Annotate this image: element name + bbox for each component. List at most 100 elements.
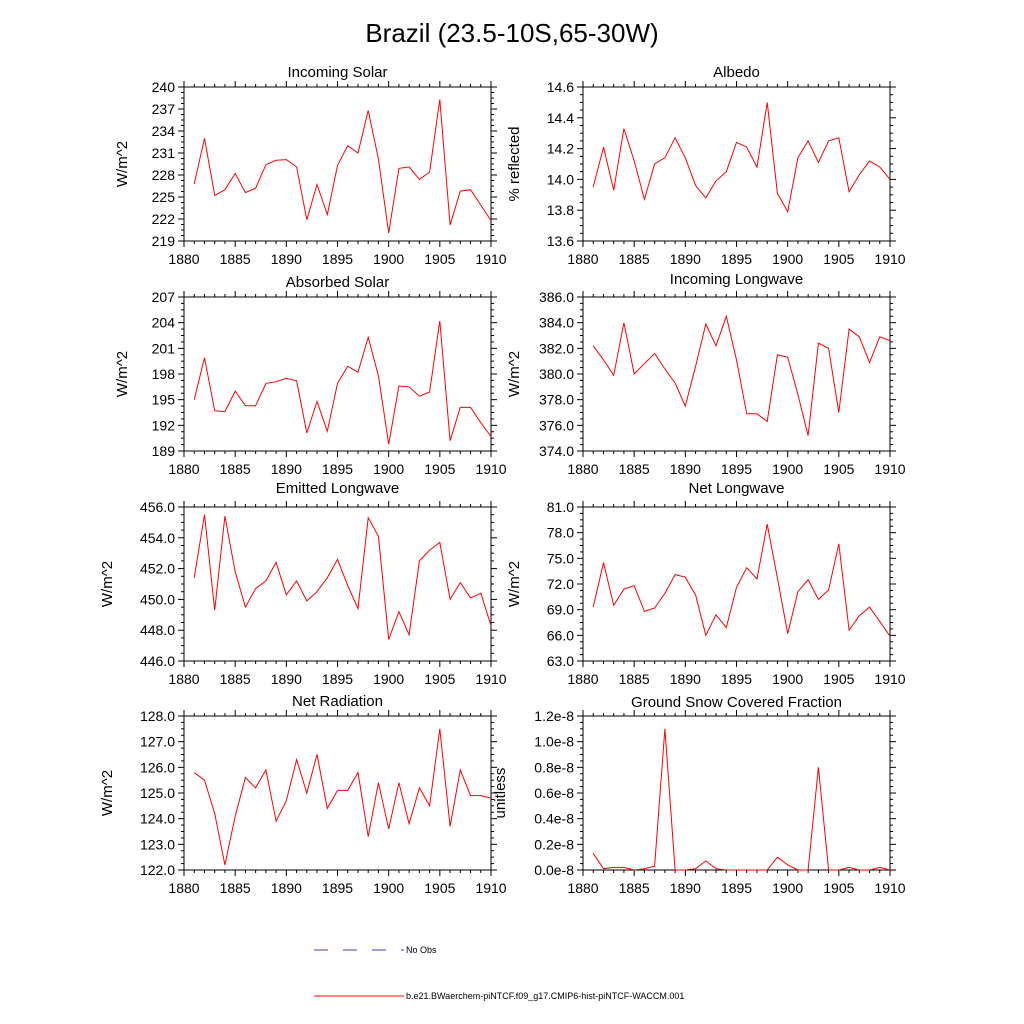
y-tick-label: 14.0 bbox=[547, 171, 574, 187]
y-tick-label: 14.4 bbox=[547, 110, 574, 126]
chart-panel-4: Emitted Longwave W/m^2 446.0 448.0 450.0 452.… bbox=[99, 480, 507, 687]
y-tick-label: 14.2 bbox=[547, 141, 574, 157]
x-tick-label: 1910 bbox=[874, 461, 905, 477]
x-tick-label: 1890 bbox=[271, 880, 302, 896]
x-tick-label: 1905 bbox=[823, 461, 854, 477]
panel-title: Net Radiation bbox=[292, 693, 383, 710]
x-tick-label: 1905 bbox=[823, 880, 854, 896]
x-tick-label: 1880 bbox=[168, 671, 199, 687]
y-axis-label: W/m^2 bbox=[99, 770, 116, 816]
y-axis-label: % reflected bbox=[506, 126, 523, 201]
panel-title: Ground Snow Covered Fraction bbox=[631, 694, 842, 711]
plot-frame bbox=[582, 715, 891, 871]
y-tick-label: 195 bbox=[152, 392, 176, 408]
panels-group: Incoming Solar W/m^2 219 222 225 228 231 234 237… bbox=[99, 64, 906, 896]
y-tick-label: 219 bbox=[152, 233, 176, 249]
x-tick-label: 1905 bbox=[823, 251, 854, 267]
y-tick-label: 228 bbox=[152, 167, 176, 183]
x-tick-label: 1910 bbox=[874, 671, 905, 687]
series-line-0 bbox=[193, 99, 492, 233]
panel-title: Net Longwave bbox=[689, 480, 785, 497]
x-tick-label: 1900 bbox=[772, 671, 803, 687]
series-line-0 bbox=[592, 728, 891, 871]
y-tick-label: 382.0 bbox=[539, 340, 574, 356]
y-tick-label: 124.0 bbox=[140, 811, 175, 827]
x-tick-label: 1880 bbox=[567, 251, 598, 267]
y-tick-label: 231 bbox=[152, 145, 176, 161]
x-tick-label: 1905 bbox=[424, 461, 455, 477]
figure-title: Brazil (23.5-10S,65-30W) bbox=[365, 18, 658, 48]
x-tick-label: 1895 bbox=[721, 880, 752, 896]
y-tick-label: 204 bbox=[152, 315, 176, 331]
x-tick-label: 1895 bbox=[721, 251, 752, 267]
series-line-0 bbox=[592, 524, 891, 637]
x-tick-label: 1885 bbox=[619, 251, 650, 267]
panel-title: Incoming Solar bbox=[287, 64, 387, 81]
plot-frame bbox=[183, 506, 492, 662]
y-tick-label: 78.0 bbox=[547, 525, 574, 541]
chart-panel-0: Incoming Solar W/m^2 219 222 225 228 231 234 237… bbox=[114, 64, 507, 267]
x-tick-label: 1910 bbox=[475, 671, 506, 687]
series-line-0 bbox=[193, 514, 492, 640]
y-tick-label: 0.2e-8 bbox=[534, 836, 574, 852]
y-tick-label: 127.0 bbox=[140, 734, 175, 750]
x-tick-label: 1910 bbox=[475, 251, 506, 267]
chart-panel-2: Absorbed Solar W/m^2 189 192 195 198 201 204 207… bbox=[114, 274, 507, 477]
x-tick-label: 1895 bbox=[721, 671, 752, 687]
x-tick-label: 1890 bbox=[670, 671, 701, 687]
y-tick-label: 207 bbox=[152, 289, 176, 305]
x-tick-label: 1895 bbox=[322, 251, 353, 267]
series-line-0 bbox=[592, 102, 891, 214]
x-tick-label: 1890 bbox=[271, 461, 302, 477]
x-tick-label: 1900 bbox=[373, 251, 404, 267]
y-tick-label: 189 bbox=[152, 443, 176, 459]
x-tick-label: 1880 bbox=[168, 251, 199, 267]
x-tick-label: 1895 bbox=[322, 461, 353, 477]
x-tick-label: 1885 bbox=[220, 880, 251, 896]
y-tick-label: 14.6 bbox=[547, 79, 574, 95]
x-tick-label: 1885 bbox=[220, 251, 251, 267]
y-tick-label: 222 bbox=[152, 211, 176, 227]
y-tick-label: 198 bbox=[152, 366, 176, 382]
x-tick-label: 1900 bbox=[373, 461, 404, 477]
x-tick-label: 1905 bbox=[424, 880, 455, 896]
y-tick-label: 0.0e-8 bbox=[534, 862, 574, 878]
y-tick-label: 448.0 bbox=[140, 622, 175, 638]
x-tick-label: 1900 bbox=[373, 880, 404, 896]
y-tick-label: 69.0 bbox=[547, 602, 574, 618]
y-tick-label: 1.0e-8 bbox=[534, 734, 574, 750]
y-tick-label: 63.0 bbox=[547, 653, 574, 669]
y-tick-label: 384.0 bbox=[539, 315, 574, 331]
y-axis-label: W/m^2 bbox=[114, 141, 131, 187]
y-tick-label: 454.0 bbox=[140, 530, 175, 546]
x-tick-label: 1890 bbox=[670, 461, 701, 477]
y-tick-label: 450.0 bbox=[140, 591, 175, 607]
x-tick-label: 1895 bbox=[322, 671, 353, 687]
y-tick-label: 72.0 bbox=[547, 576, 574, 592]
x-tick-label: 1880 bbox=[567, 880, 598, 896]
y-axis-label: W/m^2 bbox=[99, 561, 116, 607]
panel-title: Emitted Longwave bbox=[276, 480, 399, 497]
x-tick-label: 1885 bbox=[619, 671, 650, 687]
chart-panel-1: Albedo % reflected 13.6 13.8 14.0 14.2 14.4 14.… bbox=[506, 64, 906, 267]
y-tick-label: 66.0 bbox=[547, 627, 574, 643]
y-tick-label: 237 bbox=[152, 101, 176, 117]
y-tick-label: 386.0 bbox=[539, 289, 574, 305]
legend-obs-label: No Obs bbox=[406, 945, 437, 955]
chart-panel-5: Net Longwave W/m^2 63.0 66.0 69.0 72.0 75.0 78.… bbox=[506, 480, 906, 687]
legend-model-label: b.e21.BWaerchem-piNTCF.f09_g17.CMIP6-his… bbox=[406, 991, 684, 1001]
y-tick-label: 380.0 bbox=[539, 366, 574, 382]
x-tick-label: 1885 bbox=[619, 461, 650, 477]
y-tick-label: 1.2e-8 bbox=[534, 708, 574, 724]
chart-panel-7: Ground Snow Covered Fraction unitless 0.0e… bbox=[492, 694, 906, 896]
y-tick-label: 81.0 bbox=[547, 499, 574, 515]
y-tick-label: 374.0 bbox=[539, 443, 574, 459]
y-tick-label: 128.0 bbox=[140, 708, 175, 724]
y-tick-label: 240 bbox=[152, 79, 176, 95]
x-tick-label: 1900 bbox=[373, 671, 404, 687]
chart-panel-3: Incoming Longwave W/m^2 374.0 376.0 378.0 380… bbox=[506, 271, 906, 477]
x-tick-label: 1910 bbox=[874, 251, 905, 267]
x-tick-label: 1885 bbox=[220, 671, 251, 687]
x-tick-label: 1900 bbox=[772, 461, 803, 477]
